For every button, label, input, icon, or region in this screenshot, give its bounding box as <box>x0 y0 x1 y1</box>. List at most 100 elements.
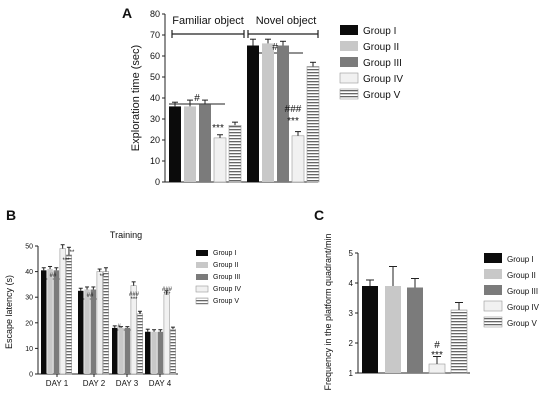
bar <box>163 294 170 375</box>
significance-annotation: # <box>272 42 278 53</box>
panel-b-y-axis-label: Escape latency (s) <box>4 275 14 349</box>
bar <box>124 327 131 374</box>
x-tick-label: DAY 1 <box>46 379 69 388</box>
legend-swatch <box>484 285 502 295</box>
legend-entry: Group V <box>213 298 239 305</box>
legend-swatch <box>483 300 503 312</box>
legend-swatch <box>196 250 208 256</box>
y-tick-label: 5 <box>349 249 354 258</box>
bar <box>145 331 151 374</box>
y-tick-label: 1 <box>349 369 354 378</box>
panel-a-y-axis-label: Exploration time (sec) <box>130 45 142 151</box>
y-tick-label: 80 <box>150 9 160 19</box>
bar <box>78 290 84 374</box>
bar <box>169 328 176 375</box>
bar <box>228 125 242 183</box>
bar <box>385 286 401 373</box>
x-tick-label: DAY 2 <box>83 379 106 388</box>
bar <box>247 45 259 182</box>
legend-entry: Group IV <box>213 286 241 293</box>
y-tick-label: 10 <box>25 346 33 353</box>
legend-entry: Group II <box>213 262 238 269</box>
significance-annotation: *** <box>212 123 224 134</box>
legend-swatch <box>195 297 209 305</box>
significance-annotation: *** <box>130 297 138 303</box>
bar <box>47 269 53 374</box>
bar <box>59 248 66 375</box>
legend-swatch <box>196 262 208 268</box>
panel-c-chart: 1 2 3 4 5 Frequency in the platform quadrant… <box>323 233 540 390</box>
bar <box>41 270 47 374</box>
significance-annotation: *** <box>62 258 70 264</box>
bar <box>90 289 97 374</box>
y-tick-label: 70 <box>150 30 160 40</box>
legend-swatch <box>484 253 502 263</box>
bar <box>84 289 90 374</box>
legend-entry: Group IV <box>363 74 403 85</box>
legend-entry: Group II <box>363 42 399 53</box>
legend-entry: Group I <box>363 26 396 37</box>
y-tick-label: 30 <box>150 114 160 124</box>
legend-entry: Group V <box>363 90 401 101</box>
legend-swatch <box>340 25 358 35</box>
panel-a-chart: 0 10 20 30 40 50 60 70 80 Exploration time (sec)… <box>130 9 403 187</box>
legend-swatch <box>195 285 209 293</box>
panel-b-title: Training <box>110 230 142 240</box>
x-tick-label: DAY 4 <box>149 379 172 388</box>
panel-c-y-axis-label: Frequency in the platform quadrant/min <box>323 233 333 390</box>
y-tick-label: 40 <box>150 93 160 103</box>
panel-a-category-familiar: Familiar object <box>172 15 244 27</box>
legend-swatch <box>340 57 358 67</box>
bar <box>362 286 378 373</box>
significance-annotation: *** <box>431 350 443 361</box>
legend-entry: Group I <box>507 255 534 264</box>
panel-label-a: A <box>122 5 132 21</box>
panel-label-b: B <box>6 207 16 223</box>
bar <box>169 106 181 182</box>
y-tick-label: 0 <box>29 371 33 378</box>
y-tick-label: 30 <box>25 295 33 302</box>
legend-swatch <box>196 274 208 280</box>
legend-entry: Group III <box>213 274 240 281</box>
legend-swatch <box>339 88 359 100</box>
legend-entry: Group III <box>363 58 402 69</box>
bar <box>213 137 227 183</box>
bar <box>184 106 196 182</box>
bar <box>277 45 289 182</box>
legend-entry: Group II <box>507 271 536 280</box>
y-tick-label: 40 <box>25 269 33 276</box>
bar <box>112 327 118 374</box>
significance-annotation: # <box>434 340 440 351</box>
bar <box>136 313 143 375</box>
y-tick-label: 50 <box>25 243 33 250</box>
bar <box>151 331 157 374</box>
y-tick-label: 0 <box>155 177 160 187</box>
significance-annotation: # <box>194 93 200 104</box>
legend-swatch <box>484 269 502 279</box>
legend-entry: Group V <box>507 319 537 328</box>
legend-entry: Group IV <box>507 303 540 312</box>
bar <box>450 309 468 374</box>
bar <box>262 43 274 183</box>
y-tick-label: 4 <box>349 279 354 288</box>
bar <box>306 66 320 183</box>
significance-annotation: ### <box>162 287 173 293</box>
significance-annotation: # <box>117 324 121 330</box>
bar <box>96 271 103 375</box>
bar <box>199 104 211 182</box>
bar <box>65 254 72 375</box>
panel-a-category-novel: Novel object <box>256 15 317 27</box>
significance-annotation: ** <box>70 250 75 256</box>
x-tick-label: DAY 3 <box>116 379 139 388</box>
legend-swatch <box>483 316 503 328</box>
legend-entry: Group III <box>507 287 538 296</box>
bar <box>118 327 124 374</box>
y-tick-label: 20 <box>25 320 33 327</box>
significance-annotation: ## <box>50 273 57 279</box>
panel-label-c: C <box>314 207 324 223</box>
y-tick-label: 50 <box>150 72 160 82</box>
bar <box>53 270 60 374</box>
y-tick-label: 60 <box>150 51 160 61</box>
